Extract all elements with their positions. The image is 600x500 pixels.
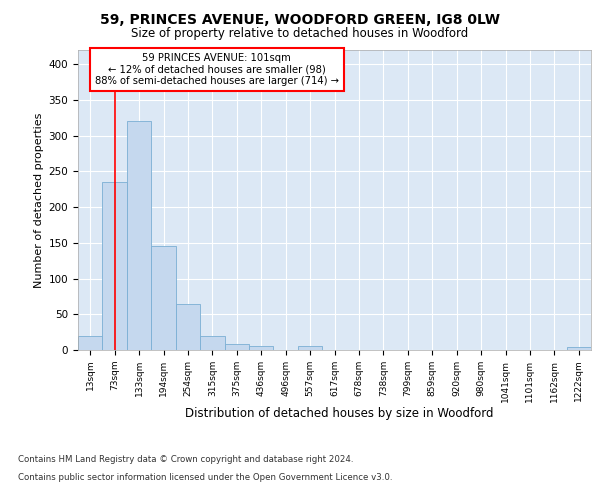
Bar [298, 346, 322, 350]
Y-axis label: Number of detached properties: Number of detached properties [34, 112, 44, 288]
Bar [566, 347, 591, 350]
Bar [127, 122, 151, 350]
Text: Contains HM Land Registry data © Crown copyright and database right 2024.: Contains HM Land Registry data © Crown c… [18, 455, 353, 464]
Text: Size of property relative to detached houses in Woodford: Size of property relative to detached ho… [131, 28, 469, 40]
Text: 59, PRINCES AVENUE, WOODFORD GREEN, IG8 0LW: 59, PRINCES AVENUE, WOODFORD GREEN, IG8 … [100, 12, 500, 26]
Text: Distribution of detached houses by size in Woodford: Distribution of detached houses by size … [185, 408, 493, 420]
Bar [78, 336, 103, 350]
Bar [151, 246, 176, 350]
Bar [224, 344, 249, 350]
Bar [176, 304, 200, 350]
Bar [103, 182, 127, 350]
Bar [200, 336, 224, 350]
Text: Contains public sector information licensed under the Open Government Licence v3: Contains public sector information licen… [18, 472, 392, 482]
Text: 59 PRINCES AVENUE: 101sqm
← 12% of detached houses are smaller (98)
88% of semi-: 59 PRINCES AVENUE: 101sqm ← 12% of detac… [95, 53, 338, 86]
Bar [249, 346, 274, 350]
